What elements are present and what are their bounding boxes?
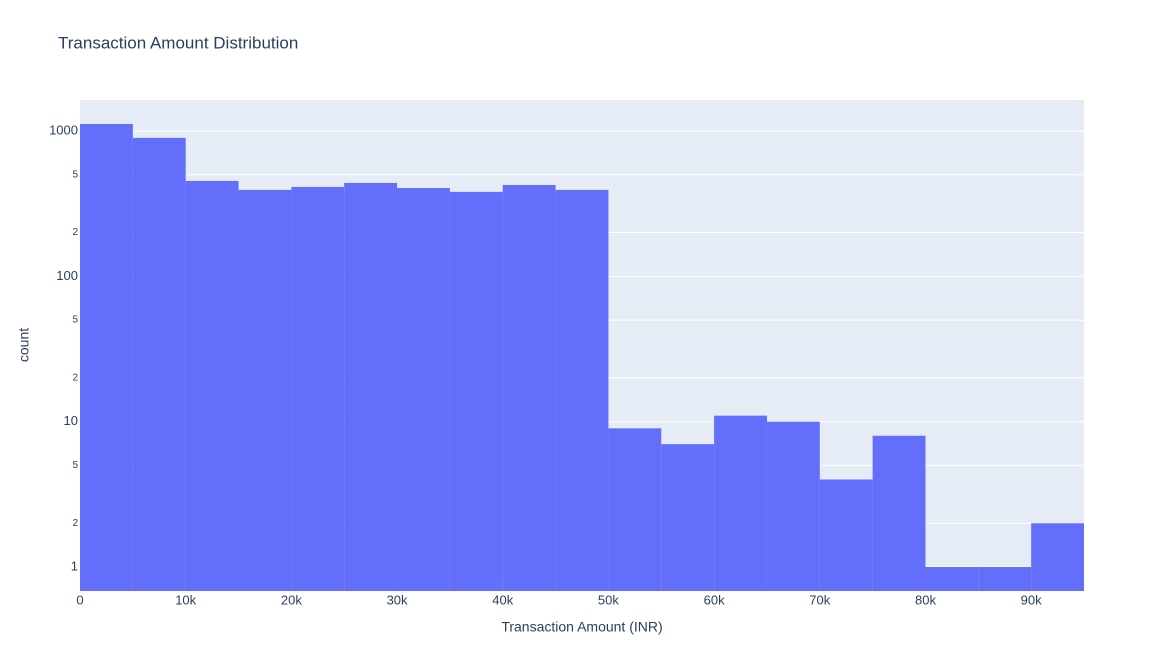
- bar: [344, 182, 398, 591]
- bar: [608, 428, 662, 591]
- x-tick-label: 40k: [492, 592, 513, 607]
- x-tick-label: 30k: [387, 592, 408, 607]
- y-tick-label: 2: [72, 227, 78, 238]
- bar: [132, 137, 186, 592]
- x-tick-label: 90k: [1021, 592, 1042, 607]
- bar: [1031, 523, 1084, 591]
- chart-title: Transaction Amount Distribution: [58, 33, 298, 52]
- x-tick-label: 70k: [809, 592, 830, 607]
- y-tick-label: 1000: [49, 122, 78, 137]
- bar: [872, 435, 926, 591]
- bar: [766, 421, 820, 591]
- x-tick-label: 50k: [598, 592, 619, 607]
- bar: [714, 415, 767, 591]
- x-axis-title: Transaction Amount (INR): [501, 619, 662, 635]
- bar: [502, 184, 556, 591]
- bar: [397, 188, 450, 591]
- bar: [449, 191, 503, 591]
- y-tick-label: 100: [56, 268, 78, 283]
- y-tick-label: 2: [72, 373, 78, 384]
- bar: [925, 567, 979, 591]
- x-tick-label: 80k: [915, 592, 936, 607]
- y-tick-label: 5: [72, 460, 78, 471]
- y-tick-label: 1: [71, 558, 78, 573]
- x-tick-label: 20k: [281, 592, 302, 607]
- bar: [80, 123, 133, 592]
- x-tick-label: 60k: [704, 592, 725, 607]
- y-tick-label: 10: [64, 413, 78, 428]
- y-tick-label: 5: [72, 169, 78, 180]
- bar: [819, 479, 873, 591]
- x-tick-label: 10k: [175, 592, 196, 607]
- x-tick-label: 0: [76, 592, 83, 607]
- bar: [661, 444, 715, 591]
- bar: [291, 186, 345, 591]
- bar: [978, 567, 1032, 591]
- bar: [555, 189, 609, 591]
- y-axis-title: count: [16, 328, 32, 362]
- y-tick-label: 5: [72, 315, 78, 326]
- bar: [238, 189, 292, 591]
- y-tick-label: 2: [72, 518, 78, 529]
- bar: [185, 180, 239, 592]
